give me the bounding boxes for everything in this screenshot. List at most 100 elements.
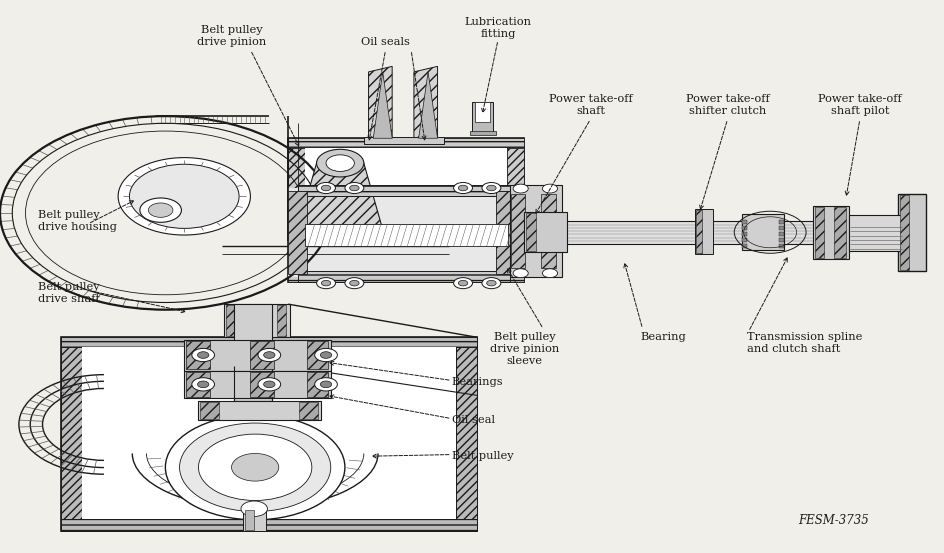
Bar [305,224,508,246]
Circle shape [316,182,335,194]
Bar [200,402,219,419]
Bar [741,244,747,248]
Text: Oil seal: Oil seal [451,415,495,425]
Bar [778,226,784,230]
Bar [741,220,747,224]
Circle shape [197,381,209,388]
Text: Transmission spline
and clutch shaft: Transmission spline and clutch shaft [746,332,861,354]
Bar [288,138,524,282]
Polygon shape [373,72,392,138]
Text: Power take-off
shaft: Power take-off shaft [548,94,632,116]
Circle shape [314,378,337,391]
Text: Bearing: Bearing [640,332,685,342]
Text: FESM-3735: FESM-3735 [798,514,868,528]
Bar [277,305,286,336]
Bar [61,337,82,531]
Bar [778,220,784,224]
Bar [82,347,456,519]
Circle shape [140,198,181,222]
Bar [198,401,321,420]
Bar [899,195,908,270]
Bar [812,206,848,259]
Bar [250,341,274,369]
Text: Belt pulley
drive pinion
sleeve: Belt pulley drive pinion sleeve [489,332,559,366]
Bar [288,272,524,282]
Bar [288,138,305,282]
Bar [496,191,514,274]
Text: Belt pulley
drive housing: Belt pulley drive housing [38,210,116,232]
Circle shape [165,415,345,520]
Bar [814,207,823,258]
Circle shape [314,348,337,362]
Bar [507,138,524,282]
Text: Belt pulley
drive pinion: Belt pulley drive pinion [196,25,266,47]
Bar [61,519,477,531]
Bar [184,371,330,398]
Circle shape [197,352,209,358]
Circle shape [345,278,363,289]
Circle shape [486,280,496,286]
Bar [696,210,701,253]
Bar [61,337,477,347]
Circle shape [129,164,239,228]
Bar [562,221,821,244]
Bar [848,215,904,251]
Circle shape [453,278,472,289]
Circle shape [453,182,472,194]
Bar [288,188,519,276]
Bar [741,214,784,250]
Text: Belt pulley
drive shaft: Belt pulley drive shaft [38,282,100,304]
Circle shape [345,182,363,194]
Text: Bearings: Bearings [451,377,503,387]
Bar [288,138,524,148]
Bar [475,102,490,122]
Bar [741,226,747,230]
Circle shape [513,269,528,278]
Circle shape [481,278,500,289]
Circle shape [148,203,173,217]
Circle shape [192,378,214,391]
Polygon shape [418,72,437,138]
Circle shape [192,348,214,362]
Bar [694,209,713,254]
Circle shape [241,501,267,517]
Circle shape [320,352,331,358]
Circle shape [263,381,275,388]
Bar [297,271,510,282]
Bar [741,232,747,236]
Bar [305,148,507,272]
Polygon shape [297,163,382,235]
Bar [288,191,307,274]
Bar [878,220,902,246]
Circle shape [349,280,359,286]
Bar [778,232,784,236]
Circle shape [542,269,557,278]
Bar [184,340,330,371]
Circle shape [321,185,330,191]
Text: Oil seals: Oil seals [361,37,410,47]
Circle shape [320,381,331,388]
Circle shape [258,348,280,362]
Polygon shape [368,66,392,138]
Text: Power take-off
shaft pilot: Power take-off shaft pilot [818,94,901,116]
Circle shape [316,149,363,177]
Bar [897,194,925,271]
Bar [226,305,235,336]
Bar [298,402,317,419]
Bar [186,341,210,369]
Circle shape [258,378,280,391]
Bar [307,341,328,369]
Bar [234,304,272,401]
Bar [778,244,784,248]
Circle shape [321,280,330,286]
Bar [307,372,328,397]
Bar [541,194,555,268]
Bar [469,131,496,135]
Bar [472,102,493,133]
Bar [526,213,535,251]
Bar [511,194,525,268]
Bar [244,510,254,530]
Bar [778,238,784,242]
Circle shape [326,155,354,171]
Circle shape [481,182,500,194]
